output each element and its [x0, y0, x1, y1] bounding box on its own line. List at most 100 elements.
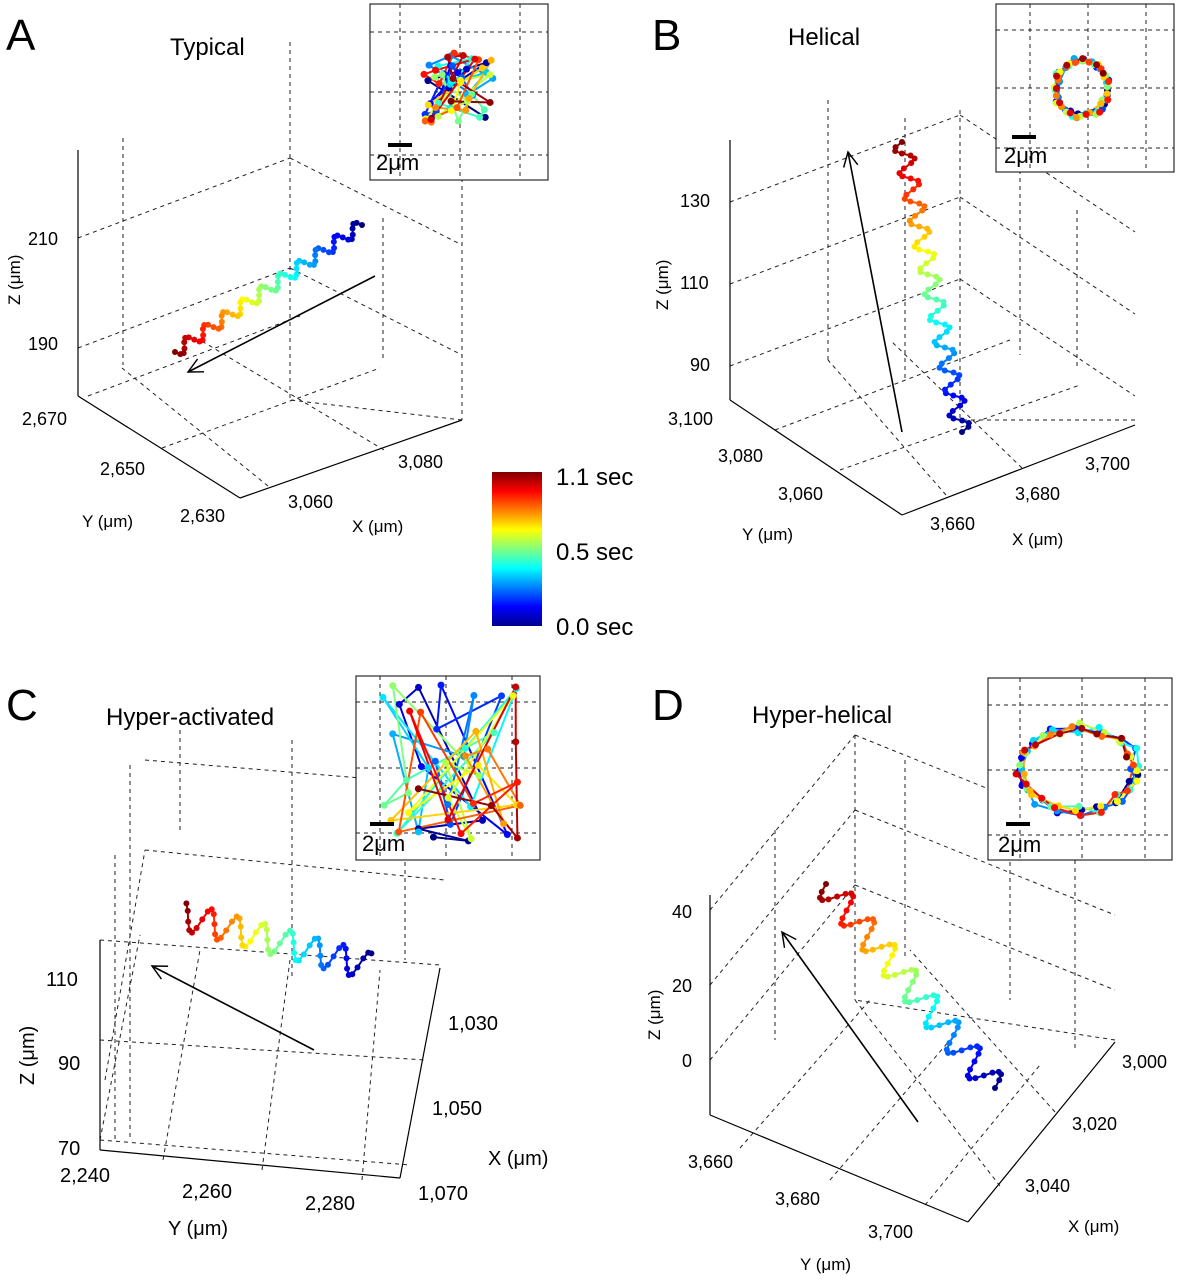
panel-c-trajectory-point: [237, 923, 244, 930]
panel-c-inset-trajectory-point: [424, 764, 432, 772]
panel-d-trajectory: [816, 881, 1005, 1091]
panel-a-inset-trajectory-point: [480, 106, 488, 114]
panel-a-trajectory-point: [256, 286, 263, 293]
panel-b-y-tick-3100: 3,100: [668, 409, 713, 429]
panel-c-y-tick-2280: 2,280: [305, 1193, 355, 1215]
panel-a-inset-trajectory-point: [478, 64, 486, 72]
panel-d-trajectory-point: [930, 992, 937, 999]
panel-a-trajectory-point: [196, 338, 203, 345]
panel-c-inset-trajectory-point: [395, 700, 403, 708]
panel-a-inset-trajectory-point: [424, 101, 432, 109]
panel-d-ylabel: Y (μm): [800, 1255, 851, 1274]
panel-d-trajectory-point: [964, 1072, 971, 1079]
panel-b-trajectory-point: [907, 152, 914, 159]
panel-d-trajectory-point: [928, 1024, 935, 1031]
panel-a-inset-trajectory-point: [476, 113, 484, 121]
panel-a-inset-trajectory-point: [420, 70, 428, 78]
panel-d-trajectory-point: [848, 890, 855, 897]
panel-b-z-tick-130: 130: [680, 191, 710, 211]
panel-c-inset-trajectory-point: [484, 745, 492, 753]
panel-a-inset-trajectory-point: [453, 104, 461, 112]
panel-a-inset-trajectory-point: [471, 55, 479, 63]
panel-c-inset-trajectory-point: [461, 752, 469, 760]
panel-d-trajectory-point: [933, 998, 940, 1005]
panel-c-inset-trajectory-point: [512, 683, 520, 691]
panel-c-inset-trajectory-point: [444, 816, 452, 824]
panel-c-inset-trajectory-point: [487, 802, 495, 810]
panel-b-trajectory-point: [903, 191, 910, 198]
panel-a-trajectory-point: [218, 312, 225, 319]
panel-d-trajectory-point: [818, 888, 825, 895]
panel-c-inset-trajectory-point: [415, 683, 423, 691]
panel-b-trajectory-point: [924, 248, 931, 255]
panel-b-inset-trajectory-point: [1066, 109, 1074, 117]
panel-c-x-tick-1050: 1,050: [432, 1098, 482, 1120]
panel-d-direction-arrow: [781, 930, 919, 1123]
panel-a-direction-arrow: [186, 275, 376, 373]
panel-c-inset-trajectory-point: [417, 763, 425, 771]
panel-c-trajectory-point: [330, 953, 337, 960]
panel-d-inset-trajectory-point: [1021, 746, 1029, 754]
panel-d-trajectory-point: [989, 1069, 996, 1076]
panel-c-trajectory-point: [213, 936, 220, 943]
panel-b-trajectory-point: [916, 223, 923, 230]
panel-b-zlabel: Z (μm): [653, 260, 672, 310]
panel-d-inset-trajectory-point: [1123, 787, 1131, 795]
panel-c-trajectory-point: [344, 965, 351, 972]
panel-b-inset-trajectory-point: [1052, 92, 1060, 100]
panel-d-inset-trajectory-point: [1039, 731, 1047, 739]
panel-c-trajectory-point: [210, 911, 217, 918]
panel-c-trajectory-point: [238, 934, 245, 941]
panel-d-trajectory-point: [952, 1017, 959, 1024]
panel-d-inset-trajectory-point: [1111, 791, 1119, 799]
panel-c-inset-trajectory-point: [431, 757, 439, 765]
panel-c-inset-trajectory-point: [457, 830, 465, 838]
panel-a-y-tick-2650: 2,650: [100, 459, 145, 479]
panel-d-inset-trajectory-point: [1076, 811, 1084, 819]
panel-a-y-tick-2670: 2,670: [22, 409, 67, 429]
panel-d-inset-trajectory-point: [1133, 744, 1141, 752]
panel-d-trajectory-point: [980, 1072, 987, 1079]
panel-a-inset-trajectory-point: [447, 107, 455, 115]
panel-d-trajectory-point: [914, 997, 921, 1004]
colorbar-label-max: 1.1 sec: [556, 464, 633, 491]
panel-d-inset-trajectory-point: [1129, 761, 1137, 769]
panel-b-inset-trajectory-point: [1072, 113, 1080, 121]
panel-d-trajectory-point: [974, 1043, 981, 1050]
panel-d-trajectory-point: [825, 896, 832, 903]
panel-b-trajectory-point: [921, 291, 928, 298]
panel-c-inset-trajectory-point: [444, 794, 452, 802]
panel-c-trajectory-point: [292, 957, 299, 964]
panel-d-trajectory-point: [889, 952, 896, 959]
panel-a-inset-trajectory-point: [459, 52, 467, 60]
panel-a-inset-trajectory-point: [444, 53, 452, 61]
panel-a-inset-trajectory-segment: [450, 82, 462, 111]
panel-b-inset-trajectory-point: [1093, 61, 1101, 69]
panel-c-z-tick-90: 90: [58, 1053, 80, 1075]
panel-a-xlabel: X (μm): [352, 517, 403, 536]
panel-d-inset-trajectory-point: [1071, 807, 1079, 815]
panel-d-trajectory-point: [902, 998, 909, 1005]
panel-b-trajectory-point: [915, 177, 922, 184]
panel-c-trajectory-point: [247, 938, 254, 945]
panel-d-trajectory-point: [995, 1068, 1002, 1075]
panel-b-inset-trajectory-point: [1096, 108, 1104, 116]
panel-a-trajectory-point: [234, 313, 241, 320]
panel-b-inset-trajectory: [1050, 54, 1113, 122]
panel-d-y-tick-3660: 3,660: [688, 1152, 733, 1172]
panel-a-inset-trajectory-point: [431, 73, 439, 81]
panel-b-trajectory-point: [899, 139, 905, 145]
panel-c-trajectory-point: [291, 950, 298, 957]
panel-b-trajectory-point: [916, 246, 923, 253]
panel-d-trajectory-point: [923, 994, 930, 1001]
panel-b-trajectory-point: [921, 203, 928, 210]
panel-d-letter: D: [652, 681, 684, 730]
panel-b-axes: [729, 140, 1136, 516]
panel-c-inset-trajectory-segment: [418, 827, 469, 842]
panel-c-trajectory-point: [204, 908, 211, 915]
panel-b-trajectory-point: [900, 165, 907, 172]
panel-d-trajectory-point: [864, 934, 871, 941]
panel-d-trajectory-point: [950, 1049, 957, 1056]
panel-c-trajectory-point: [239, 942, 246, 949]
panel-d-inset-trajectory-point: [1125, 777, 1133, 785]
